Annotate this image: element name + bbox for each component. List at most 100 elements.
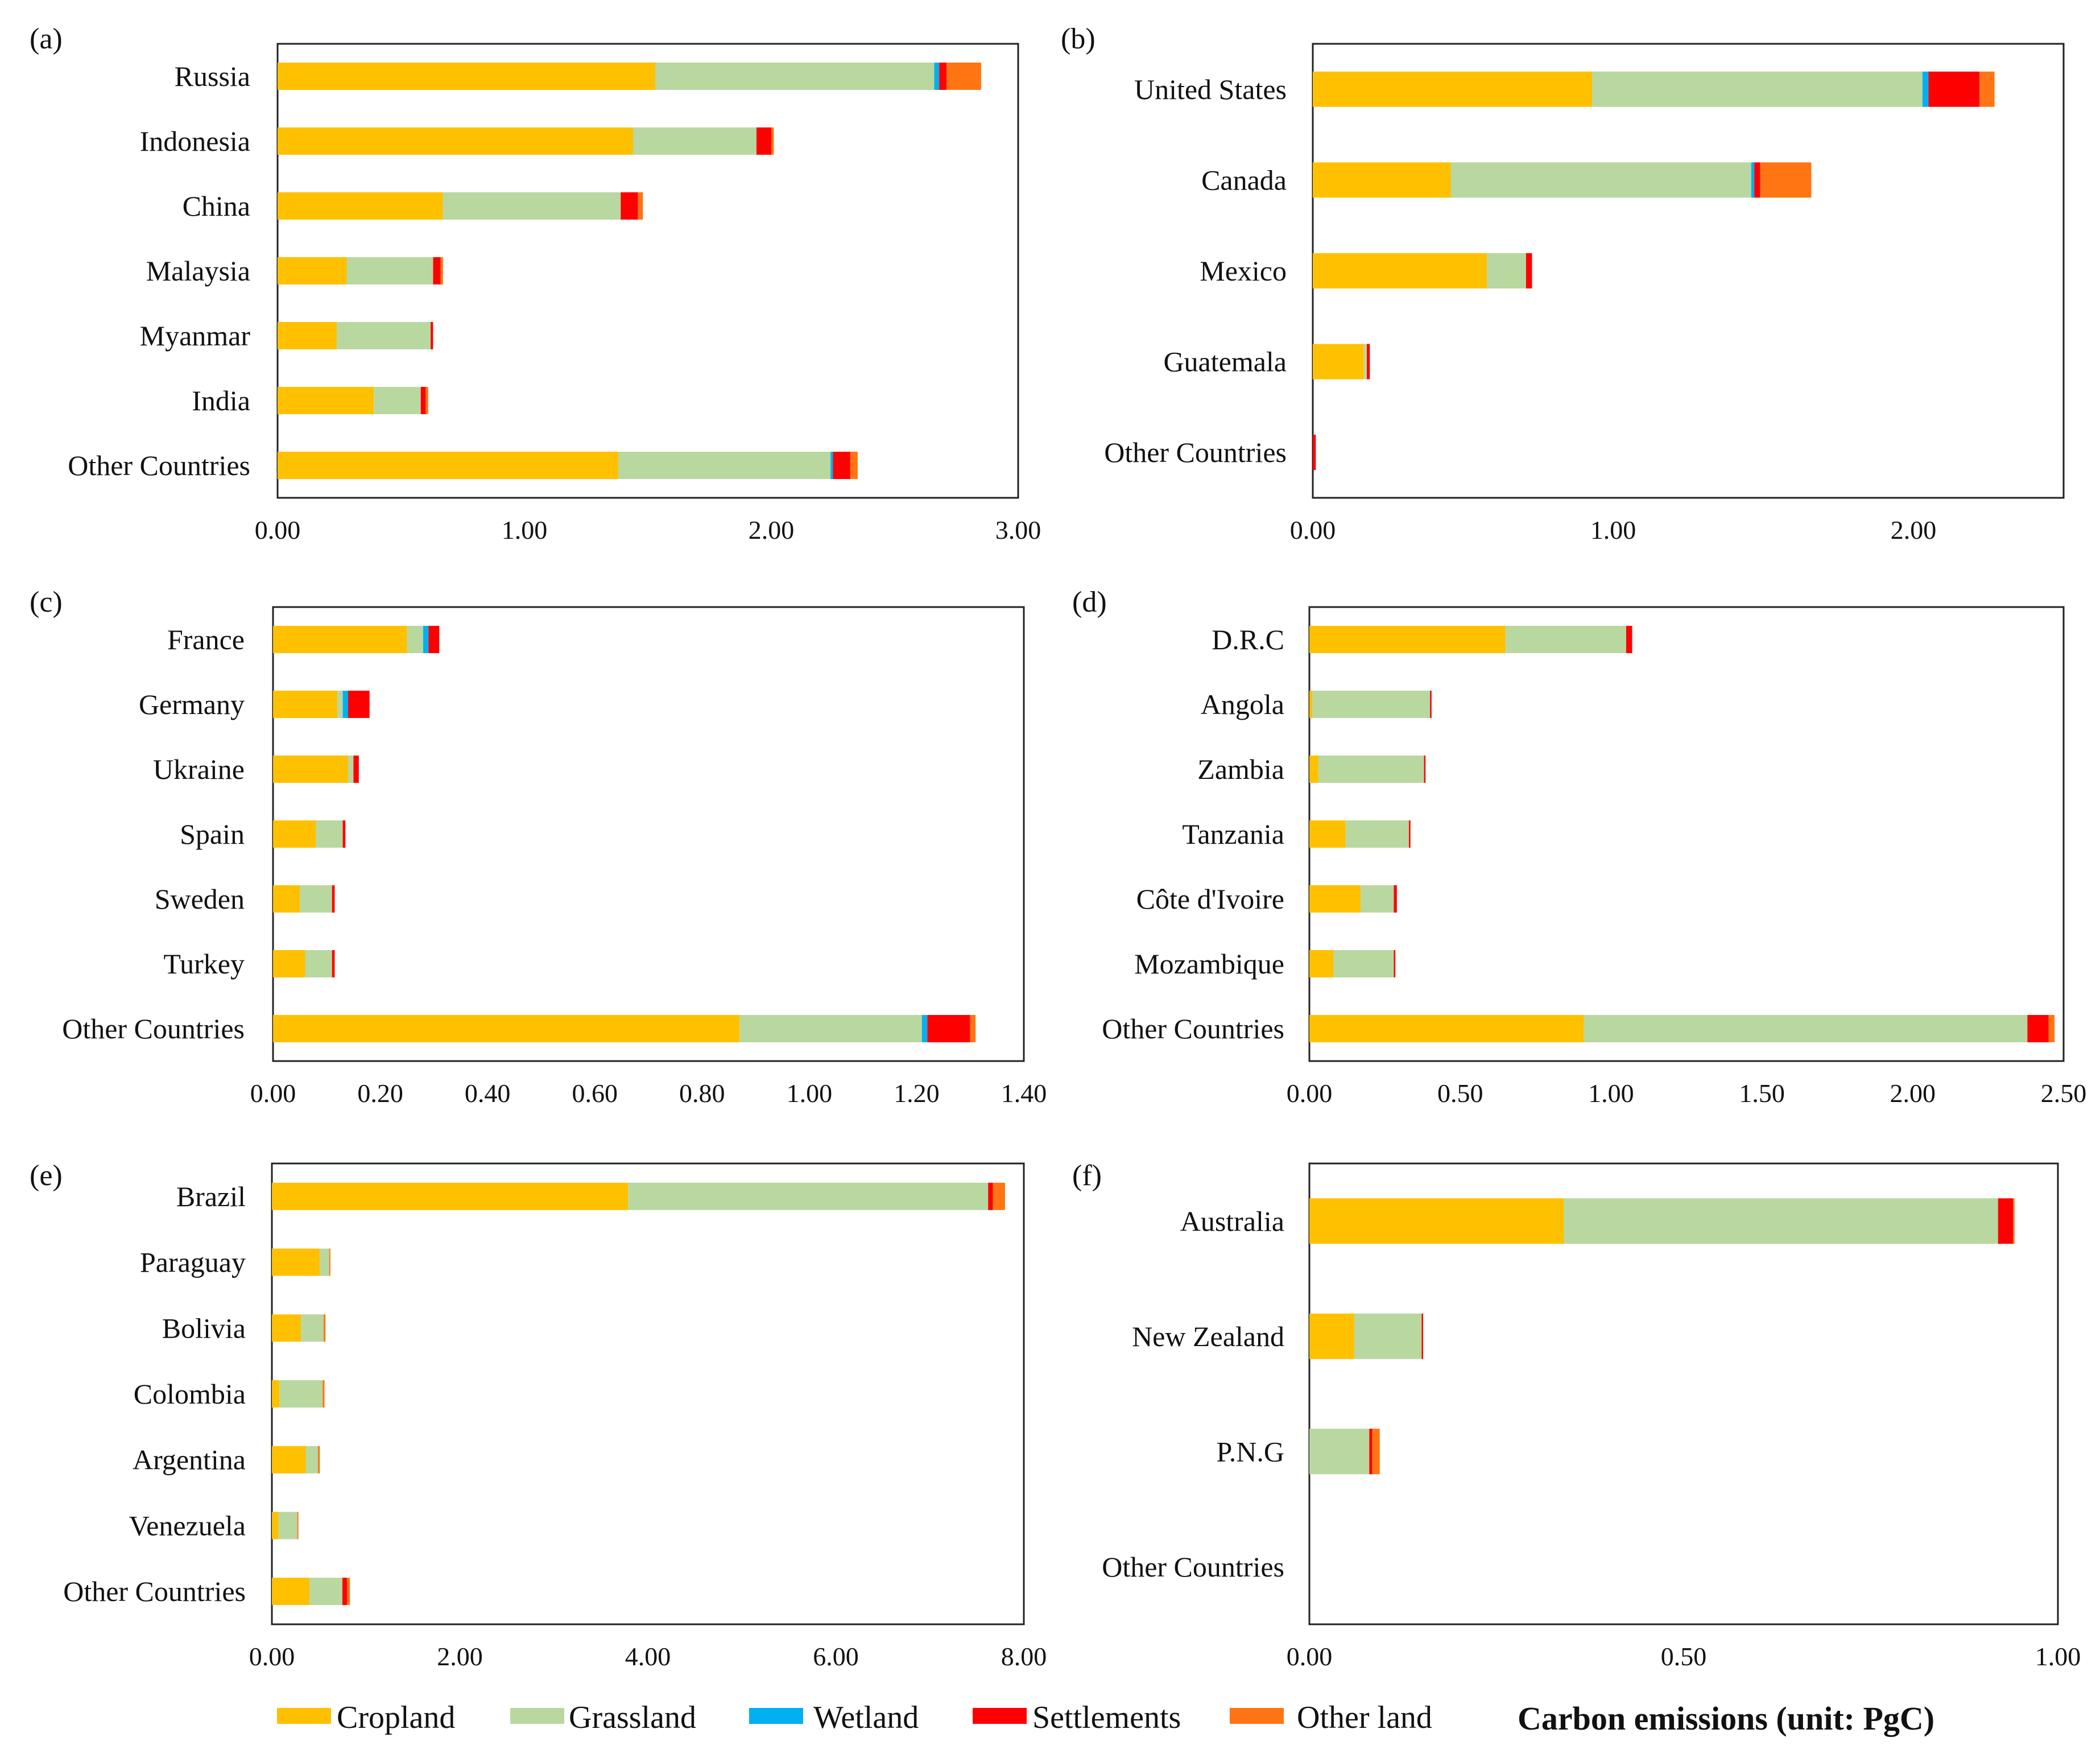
panel-c-category-ukraine: Ukraine <box>153 753 245 785</box>
panel-a-bar-russia-wetland <box>934 63 940 90</box>
panel-e-bar-colombia-grassland <box>279 1380 323 1408</box>
panel-e-x-tick-3: 6.00 <box>813 1642 859 1671</box>
panel-d-bar-other-countries-other-land <box>2048 1015 2055 1042</box>
panel-e-frame <box>271 1162 1025 1625</box>
panel-e-bar-brazil-cropland <box>272 1182 629 1210</box>
panel-b-bar-other-countries-settlements <box>1313 435 1316 471</box>
panel-f-x-tick-2: 1.00 <box>2035 1642 2081 1671</box>
panel-e-bar-bolivia-grassland <box>301 1314 324 1342</box>
panel-a-bar-india-cropland <box>278 387 374 414</box>
legend-label-grassland: Grassland <box>569 1700 696 1735</box>
panel-e-category-bolivia: Bolivia <box>162 1312 246 1344</box>
panel-b-label: (b) <box>1061 23 1096 55</box>
panel-c-category-spain: Spain <box>180 818 245 850</box>
legend-swatch-grassland <box>510 1708 564 1724</box>
panel-a-label: (a) <box>30 23 63 55</box>
panel-a-x-tick-3: 3.00 <box>995 515 1041 544</box>
panel-d-bar-angola-grassland <box>1312 691 1431 718</box>
panel-d-category-mozambique: Mozambique <box>1134 948 1284 980</box>
panel-b-bar-united-states-grassland <box>1592 71 1923 107</box>
panel-e-bar-argentina-cropland <box>272 1446 306 1474</box>
panel-c-bar-other-countries-settlements <box>927 1015 970 1042</box>
panel-d-bar-zambia-settlements <box>1424 756 1426 783</box>
panel-f-bar-new-zealand-settlements <box>1421 1313 1424 1359</box>
panel-e-category-venezuela: Venezuela <box>129 1509 246 1541</box>
panel-e-bar-bolivia-cropland <box>272 1314 301 1342</box>
panel-b-category-guatemala: Guatemala <box>1163 346 1287 378</box>
panel-f-bar-australia-settlements <box>1998 1198 2014 1244</box>
panel-d-bar-d-r-c-grassland <box>1505 626 1626 653</box>
panel-c-category-other-countries: Other Countries <box>62 1013 245 1045</box>
legend-swatch-cropland <box>277 1708 331 1724</box>
panel-b-bar-guatemala-grassland <box>1363 344 1367 379</box>
panel-e-category-paraguay: Paraguay <box>140 1247 246 1278</box>
panel-e-bar-colombia-cropland <box>272 1380 280 1408</box>
panel-b-category-mexico: Mexico <box>1200 255 1287 287</box>
panel-a-bar-other-countries-grassland <box>618 452 831 479</box>
panel-d-frame <box>1308 606 2065 1062</box>
panel-c-bar-france-wetland <box>423 626 429 653</box>
legend-label-settlements: Settlements <box>1032 1700 1181 1735</box>
panel-a-bar-china-other-land <box>638 192 643 220</box>
panel-b-bar-united-states-wetland <box>1922 71 1929 107</box>
panel-c-bar-france-grassland <box>407 626 423 653</box>
panel-b-bar-guatemala-settlements <box>1367 344 1370 379</box>
panel-f-bar-australia-other-land <box>2013 1198 2015 1244</box>
panel-c-x-tick-4: 0.80 <box>679 1079 725 1108</box>
panel-b-x-tick-2: 2.00 <box>1891 515 1937 544</box>
panel-a-bar-myanmar-settlements <box>431 322 433 349</box>
panel-e-category-argentina: Argentina <box>133 1444 246 1476</box>
panel-c-x-tick-7: 1.40 <box>1001 1079 1047 1108</box>
panel-a-bar-china-settlements <box>621 192 638 220</box>
panel-d-bar-angola-cropland <box>1309 691 1313 718</box>
panel-f-category-new-zealand: New Zealand <box>1132 1320 1284 1352</box>
panel-a-bar-other-countries-settlements <box>833 452 850 479</box>
panel-c-bar-other-countries-grassland <box>739 1015 922 1042</box>
panel-e-bar-colombia-other-land <box>323 1380 325 1408</box>
panel-a-category-russia: Russia <box>175 60 250 92</box>
panel-d-bar-mozambique-cropland <box>1309 950 1334 977</box>
panel-d-category-tanzania: Tanzania <box>1182 818 1284 850</box>
panel-b-category-canada: Canada <box>1201 164 1287 196</box>
panel-a-x-tick-1: 1.00 <box>502 515 548 544</box>
panel-a-x-tick-0: 0.00 <box>255 515 301 544</box>
panel-a-bar-malaysia-other-land <box>440 257 443 284</box>
panel-e-x-tick-4: 8.00 <box>1001 1642 1047 1671</box>
panel-b-bar-canada-grassland <box>1450 162 1751 198</box>
panel-f-bar-p-n-g-other-land <box>1372 1429 1380 1475</box>
panel-d-x-tick-3: 1.50 <box>1739 1079 1785 1108</box>
panel-d-bar-other-countries-cropland <box>1309 1015 1584 1042</box>
panel-e-bar-venezuela-grassland <box>278 1512 297 1540</box>
panel-a-bar-malaysia-cropland <box>278 257 347 284</box>
panel-b-category-other-countries: Other Countries <box>1104 436 1287 468</box>
panel-a-category-myanmar: Myanmar <box>140 320 251 352</box>
panel-c-category-turkey: Turkey <box>163 948 245 980</box>
panel-c-category-france: France <box>167 624 245 655</box>
panel-b-category-united-states: United States <box>1134 73 1287 105</box>
panel-e-bar-other-countries-grassland <box>309 1578 342 1606</box>
panel-d-bar-other-countries-grassland <box>1584 1015 2028 1042</box>
panel-c-x-tick-5: 1.00 <box>787 1079 833 1108</box>
panel-a-bar-india-settlements <box>420 387 426 414</box>
panel-b-bar-guatemala-cropland <box>1313 344 1364 379</box>
panel-d-label: (d) <box>1072 586 1107 618</box>
panel-c-bar-sweden-settlements <box>332 885 335 913</box>
panel-a-category-china: China <box>183 190 250 222</box>
panel-a-bar-russia-other-land <box>946 63 981 90</box>
panel-b-x-tick-0: 0.00 <box>1290 515 1336 544</box>
panel-c-frame <box>272 606 1025 1062</box>
panel-b-bar-canada-settlements <box>1754 162 1760 198</box>
panel-c-bar-spain-grassland <box>316 820 343 848</box>
legend-swatch-other-land <box>1230 1708 1284 1724</box>
panel-a-category-malaysia: Malaysia <box>146 255 250 287</box>
panel-e-bar-paraguay-grassland <box>320 1248 329 1276</box>
panel-c-bar-turkey-settlements <box>332 950 335 977</box>
panel-f-bar-australia-grassland <box>1564 1198 1998 1244</box>
panel-b-bar-canada-other-land <box>1760 162 1812 198</box>
panel-d-bar-c-te-d-ivoire-cropland <box>1309 885 1361 913</box>
panel-c-x-tick-3: 0.60 <box>572 1079 618 1108</box>
panel-b-bar-mexico-cropland <box>1313 253 1487 288</box>
panel-c-bar-germany-cropland <box>273 691 338 718</box>
panel-c-bar-france-settlements <box>428 626 440 653</box>
panel-a-x-tick-2: 2.00 <box>749 515 795 544</box>
